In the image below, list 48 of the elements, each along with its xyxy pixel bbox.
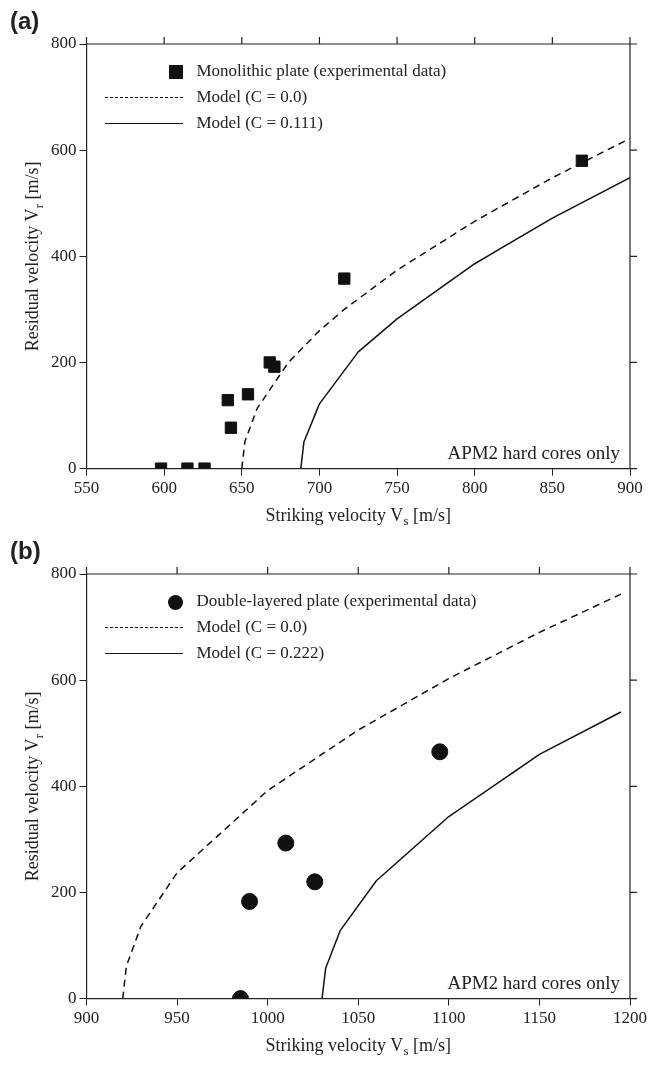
y-axis-title: Residual velocity Vr [m/s] [22, 691, 46, 882]
x-tick-label: 1050 [341, 1008, 376, 1028]
legend-label: Model (C = 0.0) [196, 617, 308, 637]
y-tick-label: 600 [51, 669, 77, 689]
x-tick-label: 1200 [613, 1008, 647, 1028]
point [277, 834, 295, 852]
legend-label: Double-layered plate (experimental data) [196, 591, 477, 611]
point [221, 393, 234, 407]
annotation: APM2 hard cores only [447, 441, 621, 463]
y-tick-label: 200 [51, 881, 77, 901]
x-tick-label: 800 [461, 478, 488, 498]
legend-label: Monolithic plate (experimental data) [196, 61, 447, 81]
chart-title: (a) [10, 6, 40, 34]
x-tick-label: 900 [73, 1008, 100, 1028]
x-tick-label: 650 [229, 478, 255, 498]
x-tick-label: 600 [151, 478, 177, 498]
y-tick-label: 800 [51, 563, 77, 583]
x-tick-label: 900 [617, 478, 643, 498]
point [338, 272, 351, 285]
x-tick-label: 750 [384, 478, 410, 498]
x-tick-label: 1150 [522, 1008, 557, 1028]
y-tick-label: 800 [51, 33, 77, 53]
y-tick-label: 0 [68, 458, 77, 478]
y-tick-label: 600 [51, 139, 77, 159]
x-tick-label: 550 [73, 478, 100, 498]
point [575, 154, 589, 167]
legend-label: Model (C = 0.0) [196, 87, 308, 107]
y-tick-label: 0 [68, 988, 77, 1008]
legend-label: Model (C = 0.111) [196, 113, 323, 133]
chart-title: (b) [10, 536, 41, 564]
point [241, 892, 259, 910]
y-tick-label: 200 [51, 351, 77, 371]
point [241, 388, 255, 401]
y-axis-title: Residual velocity Vr [m/s] [22, 161, 46, 352]
y-tick-label: 400 [51, 775, 77, 795]
x-tick-label: 850 [539, 478, 566, 498]
x-tick-label: 700 [306, 478, 333, 498]
x-tick-label: 1000 [250, 1008, 285, 1028]
point [431, 743, 449, 761]
x-tick-label: 950 [164, 1008, 190, 1028]
legend-label: Model (C = 0.222) [196, 643, 325, 663]
line-series [121, 593, 622, 999]
point [306, 873, 324, 891]
annotation: APM2 hard cores only [447, 971, 621, 993]
x-tick-label: 1100 [432, 1008, 466, 1028]
point [268, 360, 281, 373]
y-tick-label: 400 [51, 245, 77, 265]
point [224, 421, 238, 434]
